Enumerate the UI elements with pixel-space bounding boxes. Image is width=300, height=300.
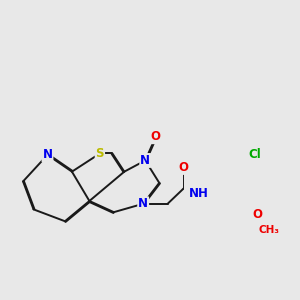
Text: N: N xyxy=(43,148,52,161)
Text: O: O xyxy=(151,130,161,143)
Text: NH: NH xyxy=(189,188,209,200)
Text: O: O xyxy=(252,208,262,221)
Text: N: N xyxy=(138,197,148,210)
Text: O: O xyxy=(179,161,189,174)
Text: CH₃: CH₃ xyxy=(258,225,279,235)
Text: S: S xyxy=(96,147,104,160)
Text: Cl: Cl xyxy=(248,148,261,161)
Text: N: N xyxy=(140,154,150,167)
